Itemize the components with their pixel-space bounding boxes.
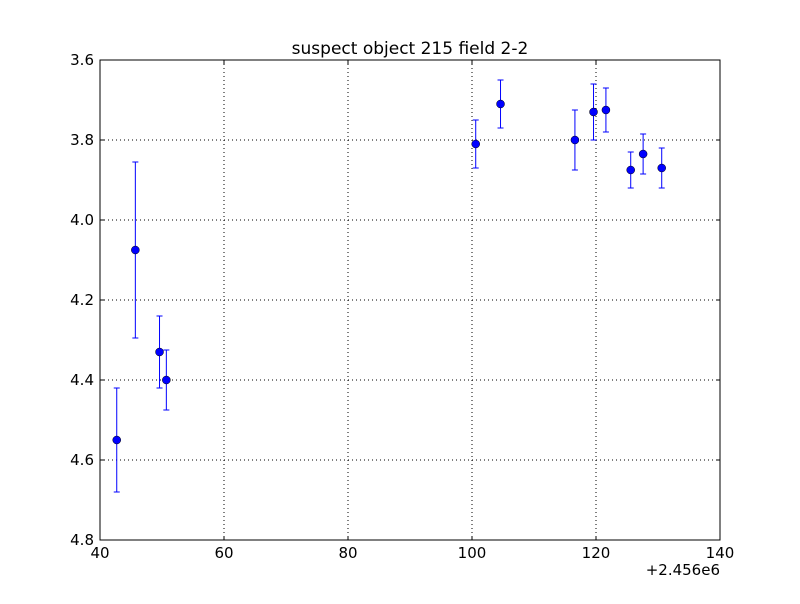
data-layer	[112, 79, 666, 493]
y-tick-label: 3.8	[70, 131, 94, 149]
x-tick-label: 120	[582, 544, 611, 562]
data-point	[601, 105, 611, 115]
x-tick-label: 60	[214, 544, 233, 562]
data-point	[638, 149, 648, 159]
data-point	[589, 107, 598, 117]
data-point	[155, 347, 164, 357]
data-point	[112, 435, 121, 445]
chart-title: suspect object 215 field 2-2	[292, 39, 529, 59]
y-tick-label: 4.0	[70, 211, 94, 229]
y-tick-label: 4.6	[70, 451, 94, 469]
x-tick-label: 40	[90, 544, 109, 562]
data-point	[471, 139, 480, 149]
data-point	[657, 163, 666, 173]
y-tick-label: 4.4	[70, 371, 94, 389]
x-tick-label: 80	[338, 544, 357, 562]
x-tick-label: 140	[706, 544, 735, 562]
y-tick-label: 4.2	[70, 291, 94, 309]
y-tick-label: 3.6	[70, 51, 94, 69]
grid-layer	[100, 60, 720, 540]
axis-layer: 40 60 80 100 120 140 3.6 3.8 4.0 4.2 4.4 4.6 4.8	[70, 51, 734, 562]
x-offset-label: +2.456e6	[646, 561, 720, 579]
data-point	[496, 99, 505, 109]
x-tick-label: 100	[458, 544, 487, 562]
data-point	[131, 245, 140, 255]
data-point	[570, 135, 580, 145]
data-point	[626, 165, 635, 175]
y-tick-label: 4.8	[70, 531, 94, 549]
data-point	[162, 375, 171, 385]
plot-frame	[99, 59, 721, 541]
